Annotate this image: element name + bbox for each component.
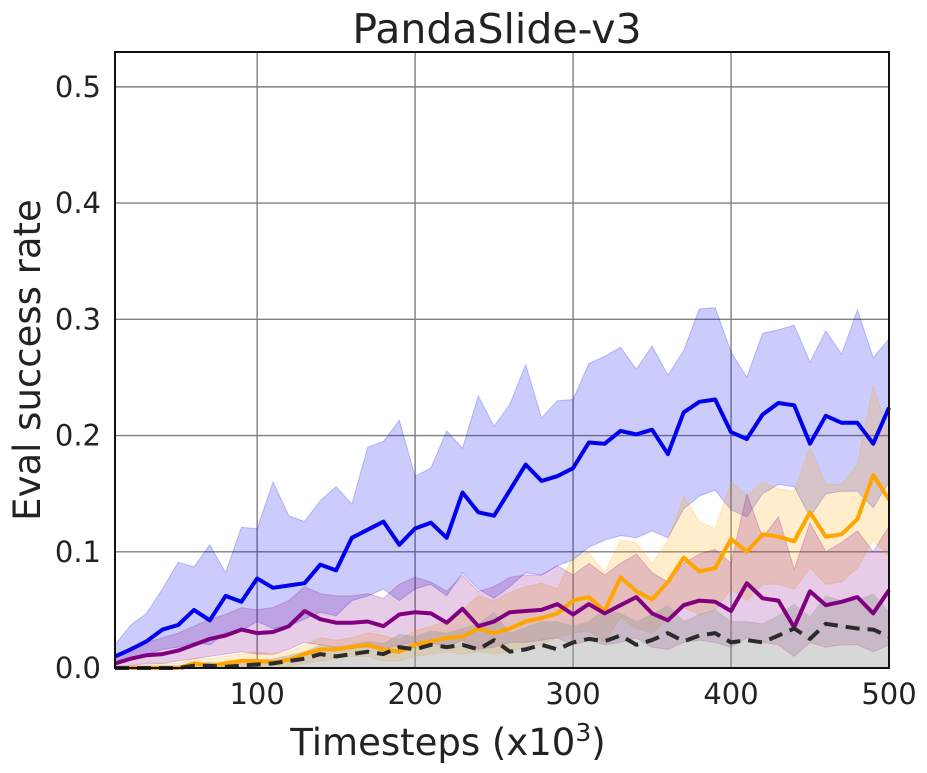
x-axis-title: Timesteps (x103) (289, 718, 605, 764)
series-1-line (114, 397, 891, 659)
x-tick-label: 300 (545, 677, 600, 711)
x-tick-label: 400 (703, 677, 758, 711)
x-tick-label: 100 (229, 677, 284, 711)
y-tick-label: 0.0 (55, 651, 101, 685)
y-tick-label: 0.1 (55, 535, 101, 569)
x-axis-title-text: Timesteps (x10 (289, 721, 575, 764)
series-4-line (115, 621, 890, 670)
confidence-bands (114, 307, 890, 669)
y-tick-label: 0.4 (55, 186, 101, 220)
x-tick-label: 200 (387, 677, 442, 711)
series-lines (114, 397, 891, 670)
tick-labels: 100 200 300 400 500 0.0 0.1 0.2 0.3 0.4 0.5 (55, 70, 917, 711)
x-axis-title-close: ) (591, 721, 605, 764)
y-axis-title: Eval success rate (6, 199, 49, 521)
y-tick-label: 0.2 (55, 419, 101, 453)
y-tick-label: 0.3 (55, 302, 101, 336)
x-axis-title-superscript: 3 (575, 718, 591, 747)
x-tick-label: 500 (861, 677, 916, 711)
series-3-line (114, 581, 891, 666)
series-2-line (115, 473, 891, 670)
plot-frame (114, 51, 890, 669)
y-tick-label: 0.5 (55, 70, 101, 104)
chart-title: PandaSlide-v3 (352, 5, 641, 53)
